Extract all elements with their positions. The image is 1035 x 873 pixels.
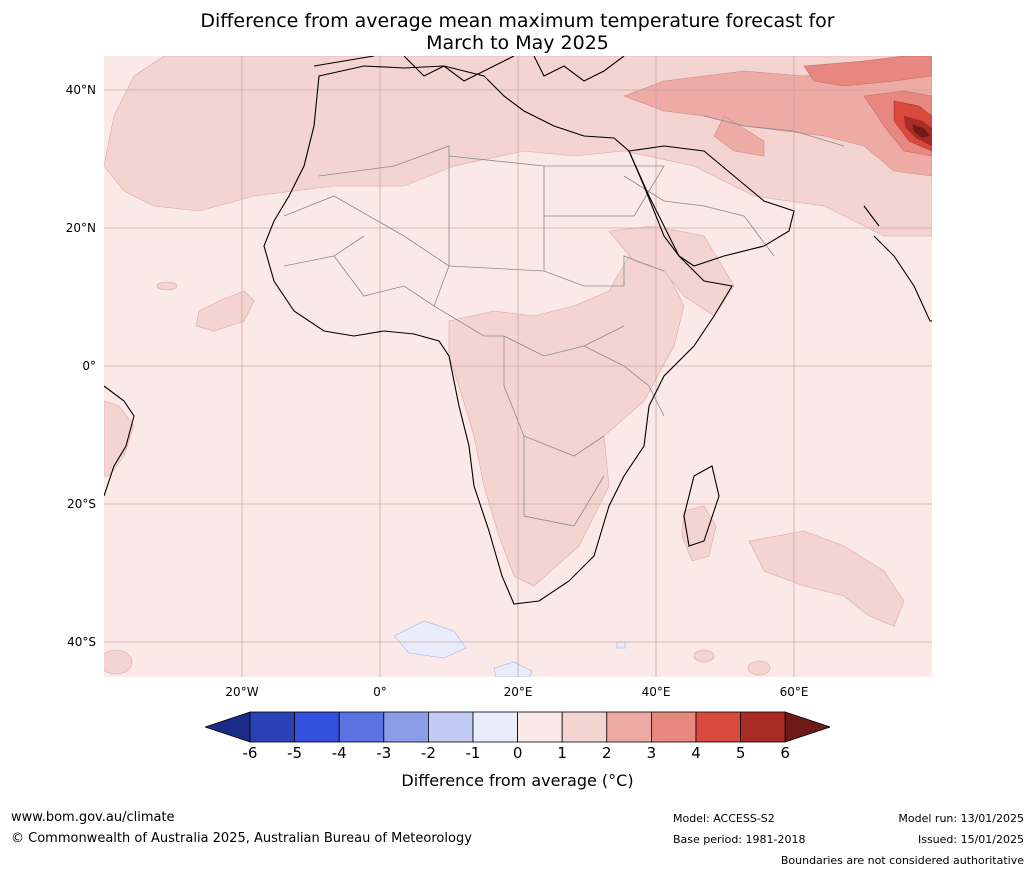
lat-label-0: 0° bbox=[82, 359, 96, 373]
title-line-1: Difference from average mean maximum tem… bbox=[200, 10, 835, 32]
colorbar-segment bbox=[695, 711, 741, 743]
country-boundaries bbox=[283, 115, 845, 527]
anomaly-4-6-regions bbox=[893, 100, 932, 152]
footer-model: Model: ACCESS-S2 bbox=[673, 812, 775, 825]
colorbar-tick-label: -5 bbox=[287, 744, 303, 762]
colorbar-tick-label: 5 bbox=[735, 744, 746, 762]
colorbar-segment bbox=[472, 711, 518, 743]
colorbar-segment bbox=[561, 711, 608, 743]
footer-base-period: Base period: 1981-2018 bbox=[673, 833, 806, 846]
footer-disclaimer: Boundaries are not considered authoritat… bbox=[780, 854, 1024, 867]
colorbar-tick-label: 2 bbox=[602, 744, 612, 762]
colorbar-tick-label: -6 bbox=[242, 744, 258, 762]
lon-label-20e: 20°E bbox=[503, 685, 533, 699]
colorbar-segment bbox=[740, 711, 786, 743]
coastlines bbox=[104, 56, 932, 605]
colorbar-tick-label: 6 bbox=[780, 744, 790, 762]
colorbar-segment bbox=[383, 711, 429, 743]
footer-url: www.bom.gov.au/climate bbox=[11, 810, 175, 825]
anomaly-negative-regions bbox=[393, 620, 626, 677]
map-title: Difference from average mean maximum tem… bbox=[0, 10, 1035, 54]
colorbar-segment bbox=[294, 711, 340, 743]
lat-label-20s: 20°S bbox=[67, 497, 96, 511]
colorbar-segment bbox=[427, 711, 474, 743]
colorbar-tick-label: -1 bbox=[465, 744, 481, 762]
forecast-map bbox=[104, 56, 932, 677]
colorbar-tick-label: -3 bbox=[376, 744, 392, 762]
colorbar bbox=[205, 711, 830, 743]
lat-label-40s: 40°S bbox=[67, 635, 96, 649]
colorbar-tick-label: 1 bbox=[557, 744, 567, 762]
colorbar-tick-label: 4 bbox=[691, 744, 701, 762]
colorbar-tick-label: 0 bbox=[512, 744, 523, 762]
colorbar-segment-extend-high bbox=[784, 711, 830, 743]
lon-label-20w: 20°W bbox=[225, 685, 259, 699]
title-line-2: March to May 2025 bbox=[426, 32, 609, 54]
footer-model-run: Model run: 13/01/2025 bbox=[898, 812, 1024, 825]
colorbar-segment-extend-low bbox=[205, 711, 251, 743]
colorbar-segment bbox=[249, 711, 295, 743]
colorbar-segment bbox=[338, 711, 385, 743]
lon-label-40e: 40°E bbox=[641, 685, 671, 699]
lon-label-60e: 60°E bbox=[779, 685, 809, 699]
colorbar-tick-label: -4 bbox=[331, 744, 347, 762]
lat-label-20n: 20°N bbox=[65, 221, 96, 235]
lon-label-0: 0° bbox=[373, 685, 387, 699]
colorbar-segment bbox=[606, 711, 652, 743]
footer-copyright: © Commonwealth of Australia 2025, Austra… bbox=[11, 831, 472, 846]
colorbar-segment bbox=[650, 711, 697, 743]
colorbar-segment bbox=[517, 711, 563, 743]
footer-issued: Issued: 15/01/2025 bbox=[917, 833, 1024, 846]
graticule bbox=[104, 56, 932, 677]
colorbar-tick-label: -2 bbox=[420, 744, 436, 762]
colorbar-tick-label: 3 bbox=[646, 744, 657, 762]
colorbar-label: Difference from average (°C) bbox=[401, 771, 634, 790]
lat-label-40n: 40°N bbox=[65, 83, 96, 97]
